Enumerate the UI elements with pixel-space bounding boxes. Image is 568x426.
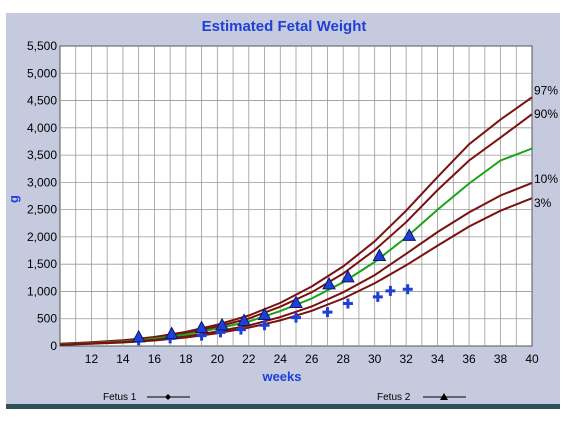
x-tick-label: 26 xyxy=(305,352,319,366)
fetus-1-point xyxy=(291,312,301,323)
fetus-1-point xyxy=(385,285,396,296)
x-tick-label: 24 xyxy=(274,352,288,366)
x-tick-label: 28 xyxy=(337,352,351,366)
x-tick-label: 34 xyxy=(431,352,445,366)
y-tick-label: 2,500 xyxy=(27,203,57,217)
y-tick-label: 1,500 xyxy=(27,257,57,271)
y-tick-label: 5,000 xyxy=(27,66,57,80)
y-tick-label: 0 xyxy=(50,339,57,353)
x-tick-label: 30 xyxy=(368,352,382,366)
fetus-2-point xyxy=(164,326,179,340)
fetus-2-point xyxy=(372,248,387,262)
x-tick-label: 20 xyxy=(211,352,225,366)
x-tick-label: 36 xyxy=(462,352,476,366)
y-tick-label: 3,500 xyxy=(27,148,57,162)
x-tick-label: 14 xyxy=(116,352,130,366)
fetus-1-point xyxy=(235,324,246,335)
legend-label: Fetus 2 xyxy=(377,392,411,403)
fetus-2-point xyxy=(341,269,355,283)
bottom-border xyxy=(6,404,560,409)
x-tick-label: 22 xyxy=(242,352,256,366)
fetus-2-point xyxy=(131,329,146,343)
legend-label: Fetus 1 xyxy=(103,392,137,403)
percentile-label: 3% xyxy=(534,196,552,210)
y-tick-label: 4,000 xyxy=(27,121,57,135)
fetus-1-point xyxy=(372,291,383,302)
y-tick-label: 1,000 xyxy=(27,284,57,298)
percentile-label: 90% xyxy=(534,107,558,121)
fetus-2-point xyxy=(237,313,251,326)
fetus-2-point xyxy=(215,317,229,331)
x-tick-label: 40 xyxy=(525,352,539,366)
fetus-2-point xyxy=(322,276,336,290)
y-tick-label: 5,500 xyxy=(27,39,57,53)
x-tick-label: 18 xyxy=(179,352,193,366)
y-tick-label: 4,500 xyxy=(27,94,57,108)
y-tick-label: 3,000 xyxy=(27,175,57,189)
fetus-2-point xyxy=(289,295,303,308)
legend-marker-triangle xyxy=(440,393,448,400)
x-tick-label: 38 xyxy=(494,352,508,366)
fetus-1-point xyxy=(259,320,270,331)
fetus-1-point xyxy=(402,284,413,295)
x-tick-label: 12 xyxy=(85,352,99,366)
x-tick-label: 16 xyxy=(148,352,162,366)
fetus-2-point xyxy=(194,320,209,334)
x-axis-title: weeks xyxy=(261,369,301,384)
y-tick-label: 500 xyxy=(37,312,57,326)
chart-title: Estimated Fetal Weight xyxy=(202,18,367,35)
fetus-1-point xyxy=(322,307,333,318)
fetus-2-point xyxy=(257,307,272,320)
percentile-label: 97% xyxy=(534,83,558,97)
legend-marker-diamond xyxy=(165,394,171,400)
y-axis-title: g xyxy=(6,195,21,203)
y-tick-label: 2,000 xyxy=(27,230,57,244)
x-tick-label: 32 xyxy=(399,352,413,366)
fetus-2-point xyxy=(402,228,417,241)
fetus-1-point xyxy=(342,298,353,309)
percentile-label: 10% xyxy=(534,172,558,186)
